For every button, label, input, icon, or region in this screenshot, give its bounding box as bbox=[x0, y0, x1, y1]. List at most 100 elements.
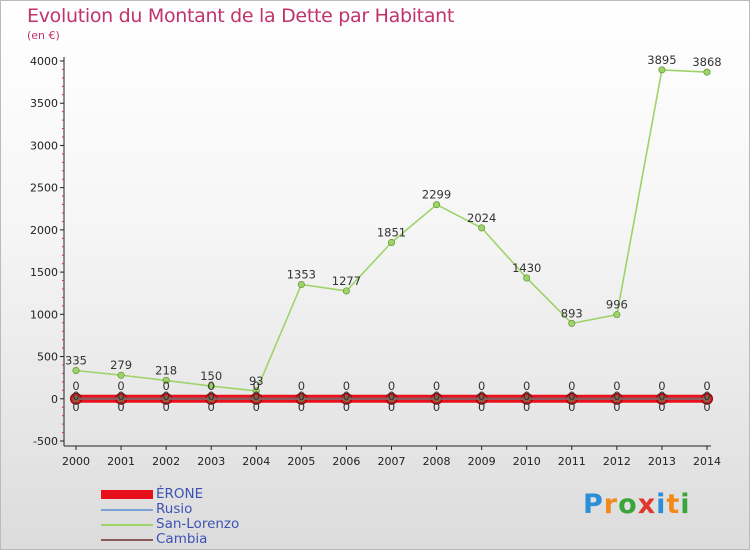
data-label: 150 bbox=[200, 369, 222, 383]
legend-item: Cambia bbox=[101, 532, 239, 547]
data-point bbox=[298, 395, 305, 403]
data-point bbox=[703, 68, 711, 76]
y-tick-label: 3500 bbox=[30, 97, 58, 110]
brand-letter: x bbox=[637, 489, 657, 520]
chart-title: Evolution du Montant de la Dette par Hab… bbox=[27, 5, 455, 27]
data-label: 0 bbox=[343, 400, 350, 414]
chart-axes: -500050010001500200025003000350040002000… bbox=[30, 55, 721, 468]
data-label: 0 bbox=[568, 379, 575, 393]
x-tick-label: 2005 bbox=[287, 455, 315, 468]
data-label: 0 bbox=[478, 389, 485, 403]
data-label: 0 bbox=[433, 389, 440, 403]
data-point bbox=[568, 319, 576, 327]
data-label: 0 bbox=[208, 389, 215, 403]
data-label: 0 bbox=[253, 379, 260, 393]
data-point bbox=[387, 238, 395, 246]
data-label: 0 bbox=[613, 379, 620, 393]
data-point bbox=[523, 274, 531, 282]
data-label: 996 bbox=[606, 298, 628, 312]
brand-letter: r bbox=[603, 489, 619, 520]
data-label: 893 bbox=[561, 306, 583, 320]
brand-logo: Proxiti bbox=[583, 489, 691, 520]
data-label: 0 bbox=[703, 379, 710, 393]
x-tick-label: 2006 bbox=[332, 455, 360, 468]
brand-letter: o bbox=[618, 489, 638, 520]
data-label: 0 bbox=[523, 400, 530, 414]
data-label: 0 bbox=[253, 400, 260, 414]
y-tick-label: -500 bbox=[33, 435, 58, 448]
data-label: 218 bbox=[155, 363, 177, 377]
data-point bbox=[342, 287, 350, 295]
data-point bbox=[433, 201, 441, 209]
data-label: 0 bbox=[253, 389, 260, 403]
data-label: 0 bbox=[162, 379, 169, 393]
data-point bbox=[433, 395, 440, 403]
data-label: 2299 bbox=[422, 188, 451, 202]
data-label: 0 bbox=[703, 400, 710, 414]
legend-label: Cambia bbox=[156, 531, 208, 547]
data-label: 0 bbox=[658, 379, 665, 393]
x-tick-label: 2014 bbox=[693, 455, 721, 468]
data-label: 0 bbox=[478, 379, 485, 393]
data-label: 0 bbox=[162, 400, 169, 414]
data-label: 0 bbox=[703, 389, 710, 403]
data-label: 0 bbox=[433, 379, 440, 393]
data-point bbox=[207, 382, 215, 390]
data-label: 0 bbox=[162, 389, 169, 403]
y-tick-label: 0 bbox=[51, 393, 58, 406]
data-point bbox=[523, 395, 531, 403]
x-tick-label: 2009 bbox=[468, 455, 496, 468]
data-label: 0 bbox=[298, 389, 305, 403]
y-tick-label: 500 bbox=[37, 351, 58, 364]
data-point bbox=[117, 395, 125, 403]
x-tick-label: 2002 bbox=[152, 455, 180, 468]
x-tick-label: 2001 bbox=[107, 455, 135, 468]
data-point bbox=[658, 395, 666, 403]
data-point bbox=[613, 311, 621, 319]
y-tick-label: 2000 bbox=[30, 224, 58, 237]
data-label: 0 bbox=[72, 379, 79, 393]
data-label: 0 bbox=[388, 379, 395, 393]
data-label: 1277 bbox=[332, 274, 361, 288]
data-point bbox=[117, 371, 125, 379]
data-label: 0 bbox=[388, 389, 395, 403]
x-tick-label: 2004 bbox=[242, 455, 270, 468]
legend: ÉRONE Rusio San-Lorenzo Cambia bbox=[101, 487, 239, 547]
data-label: 0 bbox=[568, 389, 575, 403]
data-label: 0 bbox=[658, 389, 665, 403]
x-tick-label: 2011 bbox=[558, 455, 586, 468]
data-label: 0 bbox=[523, 379, 530, 393]
data-point bbox=[207, 395, 215, 403]
data-point bbox=[658, 66, 666, 74]
data-point bbox=[703, 395, 711, 403]
x-tick-label: 2003 bbox=[197, 455, 225, 468]
data-label: 93 bbox=[249, 374, 264, 388]
legend-swatch bbox=[101, 490, 153, 499]
legend-label: San-Lorenzo bbox=[156, 516, 240, 532]
y-tick-label: 1500 bbox=[30, 266, 58, 279]
data-label: 0 bbox=[117, 400, 124, 414]
data-label: 0 bbox=[72, 389, 79, 403]
data-label: 0 bbox=[613, 389, 620, 403]
data-label: 0 bbox=[298, 400, 305, 414]
data-label: 3895 bbox=[647, 53, 676, 67]
y-tick-label: 3000 bbox=[30, 139, 58, 152]
data-label: 0 bbox=[343, 389, 350, 403]
x-tick-label: 2008 bbox=[423, 455, 451, 468]
data-label: 3868 bbox=[692, 55, 721, 69]
data-label: 0 bbox=[523, 389, 530, 403]
x-tick-label: 2010 bbox=[513, 455, 541, 468]
data-label: 0 bbox=[72, 400, 79, 414]
data-label: 335 bbox=[65, 353, 87, 367]
y-tick-label: 4000 bbox=[30, 55, 58, 68]
y-tick-label: 2500 bbox=[30, 182, 58, 195]
data-label: 0 bbox=[208, 379, 215, 393]
data-label: 0 bbox=[343, 379, 350, 393]
data-point bbox=[162, 395, 170, 403]
data-label: 0 bbox=[568, 400, 575, 414]
y-tick-label: 1000 bbox=[30, 308, 58, 321]
legend-swatch bbox=[101, 508, 153, 511]
data-point bbox=[252, 395, 260, 403]
